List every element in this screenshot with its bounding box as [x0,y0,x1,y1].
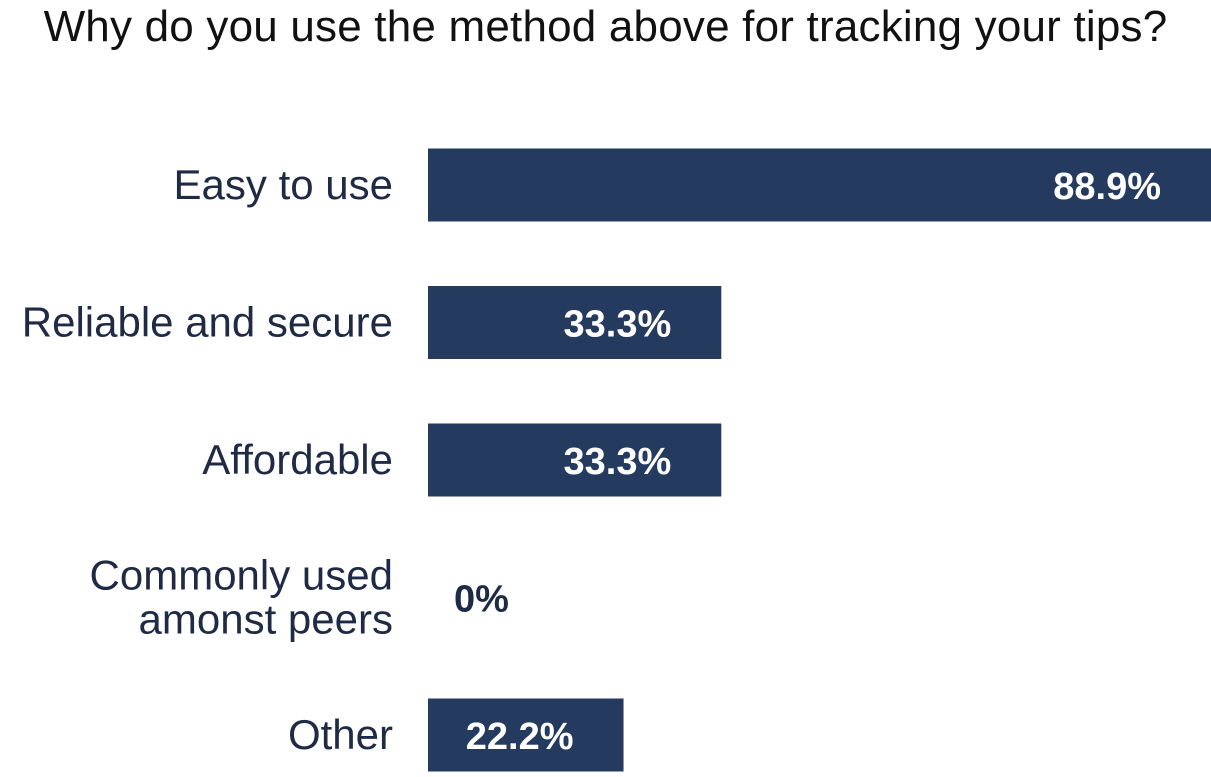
bar-easy-to-use [428,148,1211,222]
bar-affordable [428,423,722,497]
chart-title: Why do you use the method above for trac… [43,2,1168,51]
value-label-other: 22.2% [466,716,574,758]
labels-layer: Easy to use 88.9% Reliable and secure 33.3%… [22,161,1161,758]
value-label-easy-to-use: 88.9% [1053,166,1161,208]
category-label-easy-to-use: Easy to use [174,161,393,208]
value-label-reliable-and-secure: 33.3% [564,304,672,346]
value-label-commonly-used-amonst-peers: 0% [454,579,509,621]
bar-other [428,698,624,772]
bar-reliable-and-secure [428,286,722,359]
category-label-other: Other [288,711,393,758]
bars-layer [428,148,1211,772]
value-label-affordable: 33.3% [564,441,672,483]
category-label-affordable: Affordable [202,436,393,483]
category-label-commonly-used-amonst-peers: Commonly used amonst peers [90,552,393,643]
category-label-reliable-and-secure: Reliable and secure [22,299,393,346]
